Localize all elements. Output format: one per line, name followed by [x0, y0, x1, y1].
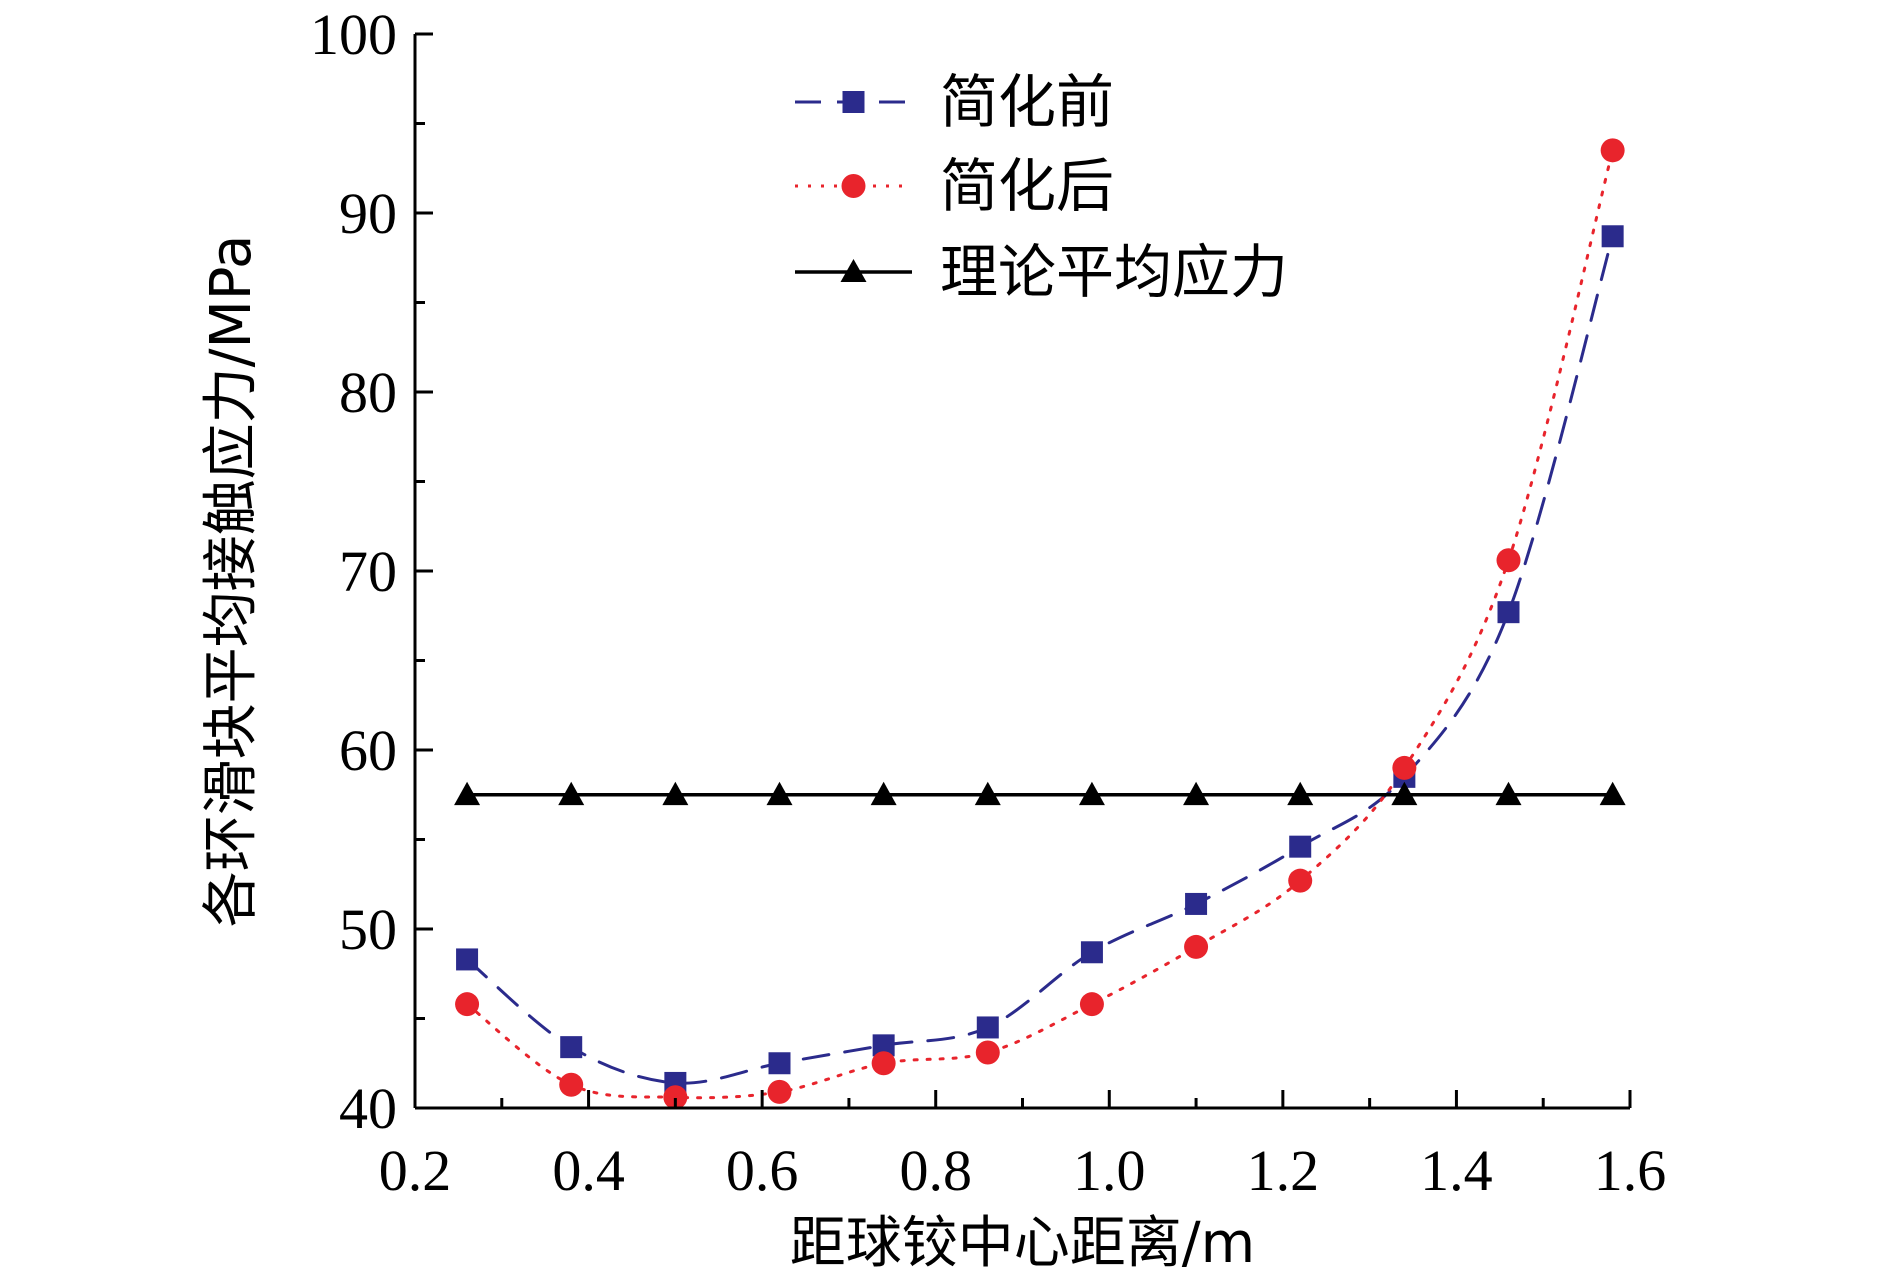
- data-point-1-circle: [1184, 934, 1209, 959]
- x-tick-label: 1.4: [1420, 1138, 1493, 1203]
- legend-label-theory: 理论平均应力: [940, 238, 1288, 306]
- data-point-0-square: [872, 1034, 895, 1057]
- series-markers: [454, 138, 1626, 1110]
- y-axis-title: 各环滑块平均接触应力/MPa: [199, 235, 264, 928]
- data-point-0-square: [1497, 601, 1520, 624]
- series-line-0: [465, 234, 1615, 1085]
- x-ticks: 0.2 0.4 0.6 0.8 1.0 1.2 1.4 1.6: [379, 1090, 1667, 1203]
- data-point-2-triangle: [870, 781, 897, 806]
- data-point-2-triangle: [1599, 781, 1626, 806]
- data-point-1-circle: [975, 1040, 1000, 1065]
- data-point-2-triangle: [662, 781, 689, 806]
- data-point-2-triangle: [1287, 781, 1314, 806]
- data-point-2-triangle: [1495, 781, 1522, 806]
- y-tick-label: 80: [339, 360, 397, 425]
- plot-area: [454, 138, 1626, 1110]
- legend-marker-circle: [841, 174, 866, 198]
- x-tick-label: 0.4: [552, 1138, 625, 1203]
- data-point-1-circle: [663, 1085, 688, 1110]
- legend-marker-square: [842, 91, 865, 113]
- y-ticks: 40 50 60 70 80 90 100: [310, 2, 433, 1141]
- y-tick-label: 60: [339, 718, 397, 783]
- data-point-2-triangle: [1183, 781, 1210, 806]
- legend-item-theory: 理论平均应力: [795, 238, 1288, 306]
- data-point-1-circle: [1079, 992, 1104, 1017]
- y-tick-label: 40: [339, 1076, 397, 1141]
- data-point-2-triangle: [1391, 781, 1418, 806]
- data-point-0-square: [1601, 225, 1624, 248]
- data-point-1-circle: [1392, 755, 1417, 780]
- y-tick-label: 90: [339, 181, 397, 246]
- data-point-1-circle: [767, 1079, 792, 1104]
- y-tick-label: 70: [339, 539, 397, 604]
- data-point-0-square: [456, 948, 479, 971]
- data-point-0-square: [560, 1036, 583, 1059]
- data-point-1-circle: [871, 1051, 896, 1076]
- x-tick-label: 0.6: [726, 1138, 799, 1203]
- legend-label-before: 简化前: [940, 68, 1114, 136]
- data-point-2-triangle: [766, 781, 793, 806]
- legend: 简化前 简化后 理论平均应力: [795, 68, 1288, 306]
- data-point-1-circle: [455, 992, 480, 1017]
- y-tick-label: 50: [339, 897, 397, 962]
- legend-item-before: 简化前: [795, 68, 1114, 136]
- x-tick-label: 1.6: [1594, 1138, 1667, 1203]
- axes: 0.2 0.4 0.6 0.8 1.0 1.2 1.4 1.6 40 50 60 70 80 90 100: [310, 2, 1666, 1203]
- data-point-2-triangle: [558, 781, 585, 806]
- legend-label-after: 简化后: [940, 152, 1114, 220]
- data-point-1-circle: [1496, 548, 1521, 573]
- x-tick-label: 0.2: [379, 1138, 452, 1203]
- y-tick-label: 100: [310, 2, 397, 67]
- data-point-2-triangle: [454, 781, 481, 806]
- x-axis-title: 距球铰中心距离/m: [790, 1211, 1255, 1276]
- data-point-0-square: [1080, 941, 1103, 964]
- data-point-1-circle: [559, 1072, 584, 1097]
- legend-marker-triangle: [840, 259, 867, 282]
- data-point-2-triangle: [1078, 781, 1105, 806]
- data-point-0-square: [1289, 835, 1312, 858]
- legend-item-after: 简化后: [795, 152, 1114, 220]
- x-tick-label: 0.8: [899, 1138, 972, 1203]
- data-point-2-triangle: [974, 781, 1001, 806]
- x-tick-label: 1.0: [1073, 1138, 1146, 1203]
- data-point-1-circle: [1600, 138, 1625, 163]
- x-tick-label: 1.2: [1247, 1138, 1320, 1203]
- data-point-0-square: [768, 1052, 791, 1075]
- data-point-0-square: [1185, 892, 1208, 915]
- data-point-1-circle: [1288, 868, 1313, 893]
- data-point-0-square: [976, 1016, 999, 1039]
